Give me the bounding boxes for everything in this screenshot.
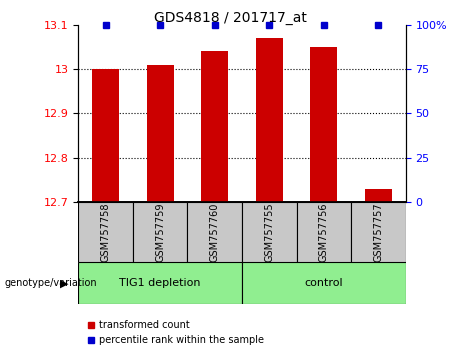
Text: TIG1 depletion: TIG1 depletion bbox=[119, 278, 201, 288]
Text: GSM757757: GSM757757 bbox=[373, 202, 384, 262]
Bar bbox=[92, 69, 119, 202]
Legend: transformed count, percentile rank within the sample: transformed count, percentile rank withi… bbox=[83, 316, 268, 349]
Bar bbox=[242, 262, 406, 304]
Bar bbox=[78, 202, 133, 262]
Text: GDS4818 / 201717_at: GDS4818 / 201717_at bbox=[154, 11, 307, 25]
Bar bbox=[296, 202, 351, 262]
Text: GSM757758: GSM757758 bbox=[100, 202, 111, 262]
Bar bbox=[147, 64, 174, 202]
Bar bbox=[365, 188, 392, 202]
Text: GSM757756: GSM757756 bbox=[319, 202, 329, 262]
Text: GSM757760: GSM757760 bbox=[210, 202, 220, 262]
Bar bbox=[242, 202, 296, 262]
Text: control: control bbox=[305, 278, 343, 288]
Bar bbox=[78, 262, 242, 304]
Bar bbox=[310, 47, 337, 202]
Bar bbox=[188, 202, 242, 262]
Text: GSM757759: GSM757759 bbox=[155, 202, 165, 262]
Bar bbox=[256, 38, 283, 202]
Bar bbox=[133, 202, 188, 262]
Bar bbox=[201, 51, 228, 202]
Text: GSM757755: GSM757755 bbox=[264, 202, 274, 262]
Bar bbox=[351, 202, 406, 262]
Text: ▶: ▶ bbox=[60, 278, 69, 288]
Text: genotype/variation: genotype/variation bbox=[5, 278, 97, 288]
